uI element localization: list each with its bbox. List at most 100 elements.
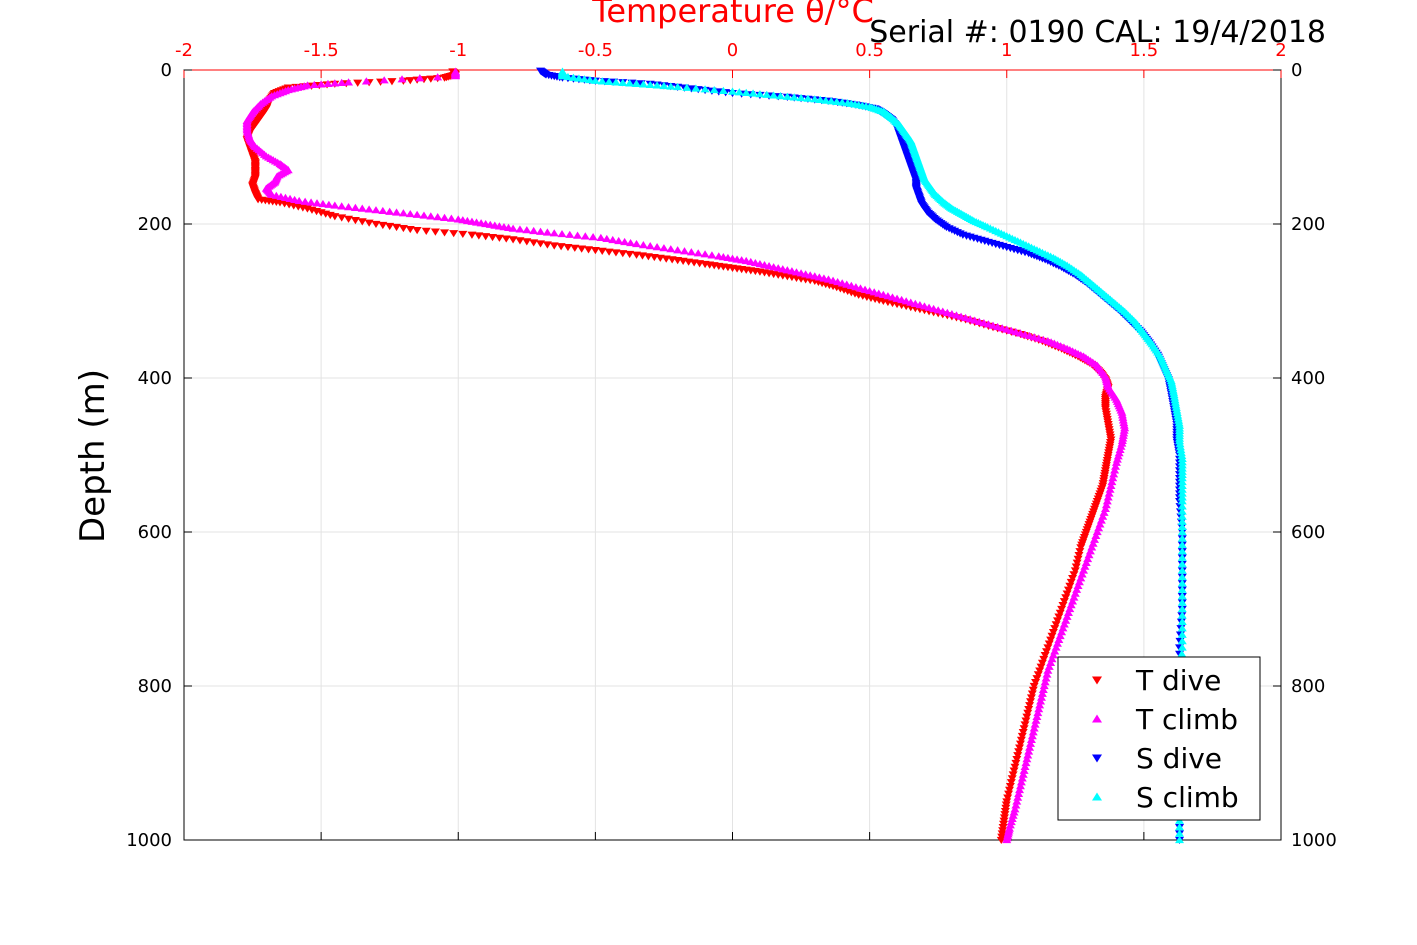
data-point [1177, 579, 1187, 587]
data-point [837, 98, 847, 106]
data-point [1175, 823, 1185, 831]
data-point [529, 239, 539, 247]
data-point [718, 86, 728, 94]
data-point [557, 229, 567, 238]
x-tick-label: 1.5 [1130, 40, 1159, 61]
data-point [405, 77, 415, 85]
data-point [645, 242, 655, 250]
data-point [1177, 534, 1187, 542]
data-point [1011, 759, 1021, 768]
data-point [1015, 785, 1025, 794]
data-point [1021, 758, 1031, 767]
data-point [1177, 553, 1187, 561]
data-point [810, 95, 820, 103]
data-point [1177, 489, 1187, 497]
data-point [1037, 689, 1047, 697]
data-point [691, 84, 701, 92]
legend-marker [1092, 714, 1102, 723]
y-tick-label-left: 800 [138, 676, 172, 697]
x-tick-label: -0.5 [578, 40, 613, 61]
y-tick-label-right: 600 [1291, 522, 1325, 543]
data-point [1004, 790, 1014, 798]
data-point [602, 234, 612, 243]
data-point [659, 244, 669, 252]
data-point [556, 243, 566, 251]
data-point [318, 199, 328, 208]
data-point [1035, 667, 1045, 675]
data-point [392, 208, 402, 216]
data-point [344, 78, 354, 86]
data-point [1016, 736, 1026, 744]
data-point [392, 223, 402, 232]
legend-entries: T dive T climb S dive S climb [1092, 664, 1239, 814]
data-point [306, 198, 316, 206]
legend-marker [1092, 792, 1102, 801]
data-point [379, 76, 389, 84]
data-point [1070, 567, 1080, 575]
data-point [1057, 605, 1067, 614]
data-point [1029, 682, 1039, 691]
data-point [1066, 578, 1076, 587]
data-point [741, 88, 751, 96]
data-point [330, 213, 340, 221]
data-point [440, 229, 450, 237]
data-point [1017, 774, 1027, 782]
data-point [1017, 732, 1027, 741]
data-point [1040, 652, 1050, 660]
data-point [1014, 748, 1024, 756]
x-tick-label: 0 [727, 40, 738, 61]
data-point [588, 233, 598, 241]
y-tick-label-left: 0 [161, 60, 172, 81]
data-point [1177, 512, 1187, 520]
data-point [1101, 501, 1111, 509]
data-point [1020, 721, 1030, 729]
data-point [449, 230, 459, 238]
data-point [597, 247, 607, 255]
y-tick-label-right: 800 [1291, 676, 1325, 697]
series-t-climb [242, 67, 1130, 844]
data-point [426, 212, 436, 220]
data-point [522, 238, 532, 246]
data-point [481, 233, 491, 241]
data-point [316, 80, 326, 88]
data-point [1175, 437, 1185, 445]
data-point [573, 231, 583, 239]
data-point [1111, 462, 1121, 470]
data-point [709, 85, 719, 94]
data-point [364, 219, 374, 227]
data-point [734, 88, 744, 96]
data-point [796, 93, 806, 102]
data-point [398, 224, 408, 233]
data-point [604, 77, 614, 85]
data-point [1055, 609, 1065, 617]
data-point [1042, 670, 1052, 678]
data-point [673, 246, 683, 254]
data-point [1062, 590, 1072, 598]
data-point [1175, 440, 1185, 448]
data-point [350, 203, 360, 211]
data-point [666, 82, 676, 90]
data-point [1035, 701, 1045, 709]
data-point [574, 74, 584, 82]
data-point [344, 203, 354, 211]
x-tick-label: -1 [449, 40, 467, 61]
data-point [1177, 643, 1187, 651]
data-point [344, 215, 354, 223]
data-point [590, 247, 600, 255]
data-point [1109, 470, 1119, 478]
data-point [1111, 458, 1121, 466]
data-point [1177, 611, 1187, 619]
data-point [1043, 666, 1053, 674]
data-point [1023, 751, 1033, 759]
data-point [1021, 717, 1031, 725]
data-point [1069, 571, 1079, 579]
data-point [371, 220, 381, 229]
data-point [1107, 477, 1117, 486]
data-point [580, 232, 590, 240]
data-point [542, 228, 552, 236]
data-point [1019, 766, 1029, 774]
data-point [1177, 522, 1187, 531]
data-point [1177, 572, 1187, 581]
data-point [803, 94, 813, 102]
